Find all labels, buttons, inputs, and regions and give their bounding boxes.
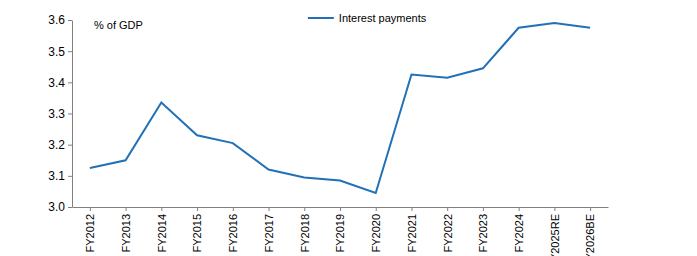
x-tick-mark bbox=[590, 207, 591, 211]
x-tick-label: FY2026BE bbox=[584, 214, 596, 256]
x-tick: FY2017 bbox=[263, 207, 275, 253]
x-tick: FY2014 bbox=[156, 207, 168, 253]
x-tick-mark bbox=[90, 207, 91, 211]
x-tick-label: FY2022 bbox=[442, 214, 454, 253]
y-tick-mark bbox=[68, 82, 72, 83]
chart: 3.03.13.23.33.43.53.6FY2012FY2013FY2014F… bbox=[0, 0, 697, 256]
y-tick-label: 3.4 bbox=[48, 76, 65, 90]
x-tick-mark bbox=[411, 207, 412, 211]
y-tick-label: 3.3 bbox=[48, 107, 65, 121]
x-tick: FY2023 bbox=[477, 207, 489, 253]
x-tick-label: FY2017 bbox=[263, 214, 275, 253]
x-tick-label: FY2021 bbox=[406, 214, 418, 253]
x-tick: FY2022 bbox=[442, 207, 454, 253]
y-tick-mark bbox=[68, 51, 72, 52]
x-tick-mark bbox=[554, 207, 555, 211]
x-tick: FY2018 bbox=[299, 207, 311, 253]
legend: Interest payments bbox=[308, 12, 427, 24]
legend-label: Interest payments bbox=[339, 12, 427, 24]
y-tick-label: 3.1 bbox=[48, 169, 65, 183]
x-tick: FY2019 bbox=[334, 207, 346, 253]
x-tick-mark bbox=[447, 207, 448, 211]
y-tick-label: 3.5 bbox=[48, 45, 65, 59]
x-tick-label: FY2016 bbox=[227, 214, 239, 253]
x-tick: FY2020 bbox=[370, 207, 382, 253]
x-tick-mark bbox=[126, 207, 127, 211]
x-tick-label: FY2024 bbox=[513, 214, 525, 253]
x-tick: FY2025RE bbox=[549, 207, 561, 256]
x-tick: FY2021 bbox=[406, 207, 418, 253]
y-tick: 3.3 bbox=[48, 107, 72, 121]
y-tick-mark bbox=[68, 20, 72, 21]
y-tick-mark bbox=[68, 207, 72, 208]
y-tick-mark bbox=[68, 176, 72, 177]
x-tick-label: FY2019 bbox=[334, 214, 346, 253]
y-tick: 3.6 bbox=[48, 13, 72, 27]
x-tick-label: FY2025RE bbox=[549, 214, 561, 256]
x-tick-mark bbox=[483, 207, 484, 211]
y-tick: 3.4 bbox=[48, 76, 72, 90]
x-tick-mark bbox=[376, 207, 377, 211]
x-tick: FY2013 bbox=[120, 207, 132, 253]
y-tick-mark bbox=[68, 145, 72, 146]
x-tick-label: FY2023 bbox=[477, 214, 489, 253]
x-tick-label: FY2015 bbox=[191, 214, 203, 253]
y-tick-label: 3.0 bbox=[48, 200, 65, 214]
y-label: % of GDP bbox=[94, 19, 143, 31]
x-tick-mark bbox=[519, 207, 520, 211]
y-tick: 3.2 bbox=[48, 138, 72, 152]
x-tick-label: FY2018 bbox=[299, 214, 311, 253]
y-tick: 3.5 bbox=[48, 45, 72, 59]
y-tick-label: 3.6 bbox=[48, 13, 65, 27]
x-tick: FY2024 bbox=[513, 207, 525, 253]
x-tick-label: FY2020 bbox=[370, 214, 382, 253]
x-tick-mark bbox=[269, 207, 270, 211]
y-axis-line bbox=[72, 21, 73, 208]
y-tick-mark bbox=[68, 114, 72, 115]
x-tick: FY2015 bbox=[191, 207, 203, 253]
x-tick-mark bbox=[197, 207, 198, 211]
x-tick: FY2016 bbox=[227, 207, 239, 253]
x-tick-mark bbox=[304, 207, 305, 211]
x-tick: FY2012 bbox=[84, 207, 96, 253]
x-tick-mark bbox=[161, 207, 162, 211]
x-tick-label: FY2014 bbox=[156, 214, 168, 253]
y-axis: 3.0 3.1 3.2 3.3 3.4 3.5 3.6 bbox=[48, 13, 72, 214]
y-tick: 3.1 bbox=[48, 169, 72, 183]
legend-swatch bbox=[308, 17, 334, 19]
plot-area bbox=[90, 23, 590, 193]
x-axis: FY2012 FY2013 FY2014 FY2015 FY2016 FY2017 FY20… bbox=[73, 207, 609, 256]
x-tick-label: FY2012 bbox=[84, 214, 96, 253]
line bbox=[90, 23, 590, 193]
x-tick-mark bbox=[233, 207, 234, 211]
y-tick: 3.0 bbox=[48, 200, 72, 214]
x-tick-label: FY2013 bbox=[120, 214, 132, 253]
x-tick-mark bbox=[340, 207, 341, 211]
x-tick: FY2026BE bbox=[584, 207, 596, 256]
y-tick-label: 3.2 bbox=[48, 138, 65, 152]
